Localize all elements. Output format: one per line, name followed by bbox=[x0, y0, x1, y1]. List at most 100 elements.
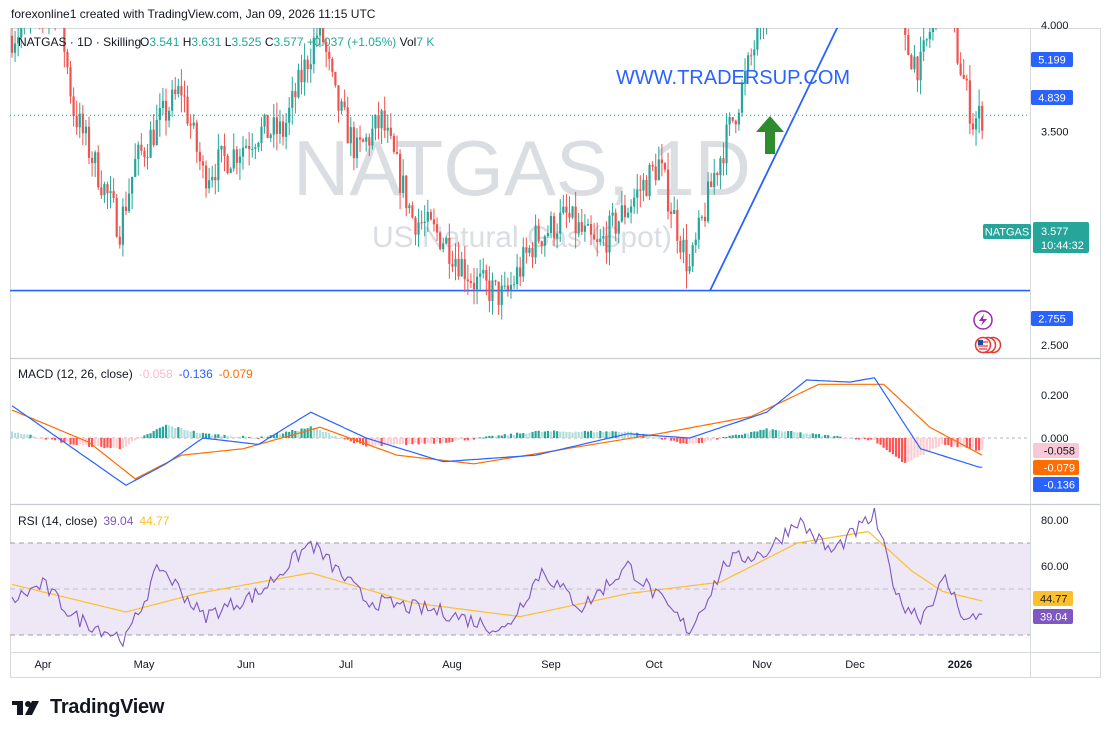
macd-histogram-bar bbox=[69, 438, 72, 445]
candle-body bbox=[63, 28, 66, 52]
macd-histogram-bar bbox=[787, 430, 790, 438]
candle-body bbox=[663, 163, 667, 170]
candle-body bbox=[922, 40, 925, 52]
macd-histogram-bar bbox=[737, 434, 740, 438]
candle-body bbox=[947, 5, 949, 6]
candle-body bbox=[223, 145, 226, 156]
macd-histogram-bar bbox=[873, 438, 876, 440]
macd-histogram-bar bbox=[112, 438, 115, 448]
candle-body bbox=[593, 234, 596, 240]
macd-histogram-bar bbox=[509, 433, 513, 438]
candle-body bbox=[904, 28, 907, 35]
macd-tick-label: 0.200 bbox=[1041, 390, 1069, 402]
macd-histogram-bar bbox=[426, 438, 429, 444]
macd-histogram-bar bbox=[614, 431, 617, 438]
macd-histogram-bar bbox=[472, 438, 476, 440]
candle-body bbox=[482, 270, 485, 274]
macd-histogram-bar bbox=[20, 434, 23, 438]
macd-histogram-bar bbox=[706, 438, 710, 441]
macd-pane[interactable] bbox=[10, 377, 1030, 487]
macd-legend[interactable]: MACD (12, 26, close) -0.058 -0.136 -0.079 bbox=[18, 367, 253, 381]
macd-histogram-bar bbox=[697, 438, 700, 444]
macd-histogram-bar bbox=[968, 438, 971, 449]
candle-body bbox=[559, 212, 562, 234]
macd-histogram-bar bbox=[901, 438, 904, 463]
main-legend[interactable]: NATGAS · 1D · Skilling O3.541 H3.631 L3.… bbox=[18, 35, 434, 49]
macd-histogram-bar bbox=[593, 432, 596, 438]
candle-body bbox=[94, 152, 97, 164]
macd-line bbox=[11, 377, 983, 487]
macd-histogram-bar bbox=[805, 433, 808, 438]
rsi-legend[interactable]: RSI (14, close) 39.04 44.77 bbox=[18, 514, 170, 528]
time-axis-label: Aug bbox=[442, 659, 462, 671]
macd-histogram-bar bbox=[81, 438, 84, 445]
rsi-legend-text: RSI (14, close) 39.04 44.77 bbox=[18, 514, 170, 528]
macd-histogram-bar bbox=[549, 431, 553, 438]
candle-body bbox=[435, 224, 439, 233]
macd-histogram-bar bbox=[192, 430, 195, 438]
candle-body bbox=[734, 120, 737, 125]
candle-body bbox=[377, 115, 380, 129]
svg-text:4.839: 4.839 bbox=[1038, 93, 1066, 105]
candle-body bbox=[260, 126, 263, 143]
candle-body bbox=[192, 122, 195, 126]
candle-body bbox=[472, 282, 476, 290]
candle-body bbox=[146, 157, 149, 159]
candle-body bbox=[269, 134, 272, 139]
macd-histogram-bar bbox=[586, 431, 590, 438]
candle-body bbox=[155, 119, 158, 145]
macd-histogram-bar bbox=[214, 434, 217, 438]
svg-text:NATGAS: NATGAS bbox=[985, 227, 1029, 239]
candle-body bbox=[679, 240, 682, 253]
candle-body bbox=[682, 239, 685, 253]
candle-body bbox=[204, 165, 208, 189]
time-axis-label: May bbox=[134, 659, 155, 671]
macd-histogram-bar bbox=[383, 438, 386, 446]
candle-body bbox=[346, 107, 349, 144]
rsi-pane[interactable] bbox=[10, 508, 1030, 648]
time-axis-label: Jun bbox=[237, 659, 255, 671]
macd-histogram-bar bbox=[44, 438, 47, 440]
candle-body bbox=[460, 259, 463, 277]
macd-histogram-bar bbox=[263, 437, 266, 439]
candle-body bbox=[429, 211, 432, 220]
macd-histogram-bar bbox=[235, 436, 238, 438]
candle-body bbox=[728, 117, 731, 125]
macd-histogram-bar bbox=[765, 428, 768, 438]
candle-body bbox=[217, 149, 220, 181]
candle-body bbox=[402, 175, 405, 194]
macd-histogram-bar bbox=[155, 429, 158, 438]
macd-histogram-bar bbox=[931, 438, 935, 449]
candle-body bbox=[944, 0, 946, 6]
candle-body bbox=[651, 164, 654, 167]
macd-histogram-bar bbox=[848, 437, 851, 439]
macd-histogram-bar bbox=[722, 437, 725, 439]
price-pane[interactable] bbox=[10, 0, 1030, 320]
macd-histogram-bar bbox=[368, 438, 371, 447]
macd-histogram-bar bbox=[740, 434, 744, 438]
tradingview-logo[interactable]: TradingView bbox=[12, 696, 164, 719]
lightning-event-icon[interactable] bbox=[973, 310, 993, 330]
macd-histogram-bar bbox=[392, 438, 396, 445]
candle-body bbox=[244, 145, 248, 148]
macd-histogram-bar bbox=[981, 438, 984, 450]
candle-body bbox=[306, 59, 309, 70]
macd-histogram-bar bbox=[408, 438, 411, 445]
last-price-badge: 3.577 10:44:32 bbox=[1033, 222, 1089, 253]
candle-body bbox=[722, 158, 725, 164]
tradingview-logo-icon bbox=[12, 700, 39, 715]
svg-text:10:44:32: 10:44:32 bbox=[1041, 240, 1084, 252]
macd-histogram-bar bbox=[531, 431, 534, 438]
macd-histogram-bar bbox=[318, 430, 322, 438]
candle-body bbox=[743, 71, 747, 84]
macd-histogram-bar bbox=[916, 438, 919, 458]
us-flag-event-icon[interactable] bbox=[974, 336, 1002, 354]
macd-histogram-bar bbox=[177, 427, 180, 438]
candle-body bbox=[537, 225, 540, 242]
candle-body bbox=[747, 55, 750, 72]
macd-histogram-bar bbox=[451, 438, 454, 442]
macd-histogram-bar bbox=[894, 438, 898, 457]
candle-body bbox=[543, 236, 546, 246]
macd-histogram-bar bbox=[864, 438, 867, 440]
macd-histogram-bar bbox=[417, 438, 420, 445]
